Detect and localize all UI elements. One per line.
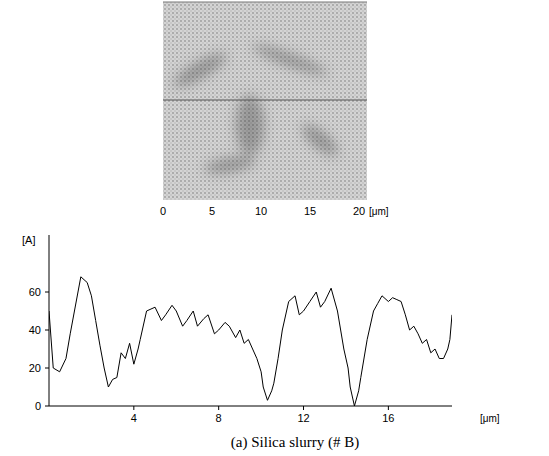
x-axis-label: [μm] [480,413,500,424]
image-tick-label: 0 [160,205,166,217]
image-tick-label: 5 [209,205,215,217]
afm-feature [298,120,342,161]
image-tick-label: 20 [353,205,365,217]
image-edge [163,2,367,3]
x-axis [49,406,452,407]
y-tick [45,368,49,369]
afm-feature [250,41,329,80]
afm-feature [203,154,257,177]
y-tick-label: 40 [29,324,41,336]
y-tick-label: 60 [29,286,41,298]
caption: (a) Silica slurry (# B) [231,434,359,451]
image-tick-label: 15 [304,205,316,217]
x-tick-label: 8 [216,412,222,424]
y-tick [45,406,49,407]
x-tick [133,406,134,410]
image-tick-label: 10 [255,205,267,217]
profile-line [49,277,452,406]
afm-feature [236,95,264,155]
y-axis-label: [A] [22,234,35,246]
plot-area [49,277,452,406]
x-tick-label: 16 [382,412,394,424]
y-tick [45,292,49,293]
y-tick-label: 0 [35,400,41,412]
y-tick-label: 20 [29,362,41,374]
x-tick [388,406,389,410]
y-tick [45,330,49,331]
x-tick-label: 4 [131,412,137,424]
x-tick [218,406,219,410]
afm-image [163,2,367,200]
image-axis-label: [μm] [369,206,389,217]
x-tick-label: 12 [297,412,309,424]
afm-feature [170,48,230,92]
afm-shading [170,41,342,177]
figure: 0 5 10 15 20 [μm] 0 20 40 60 4 8 12 16 [A] [μm] (a) Sili… [0,0,549,456]
x-tick [303,406,304,410]
scan-line [163,100,367,101]
